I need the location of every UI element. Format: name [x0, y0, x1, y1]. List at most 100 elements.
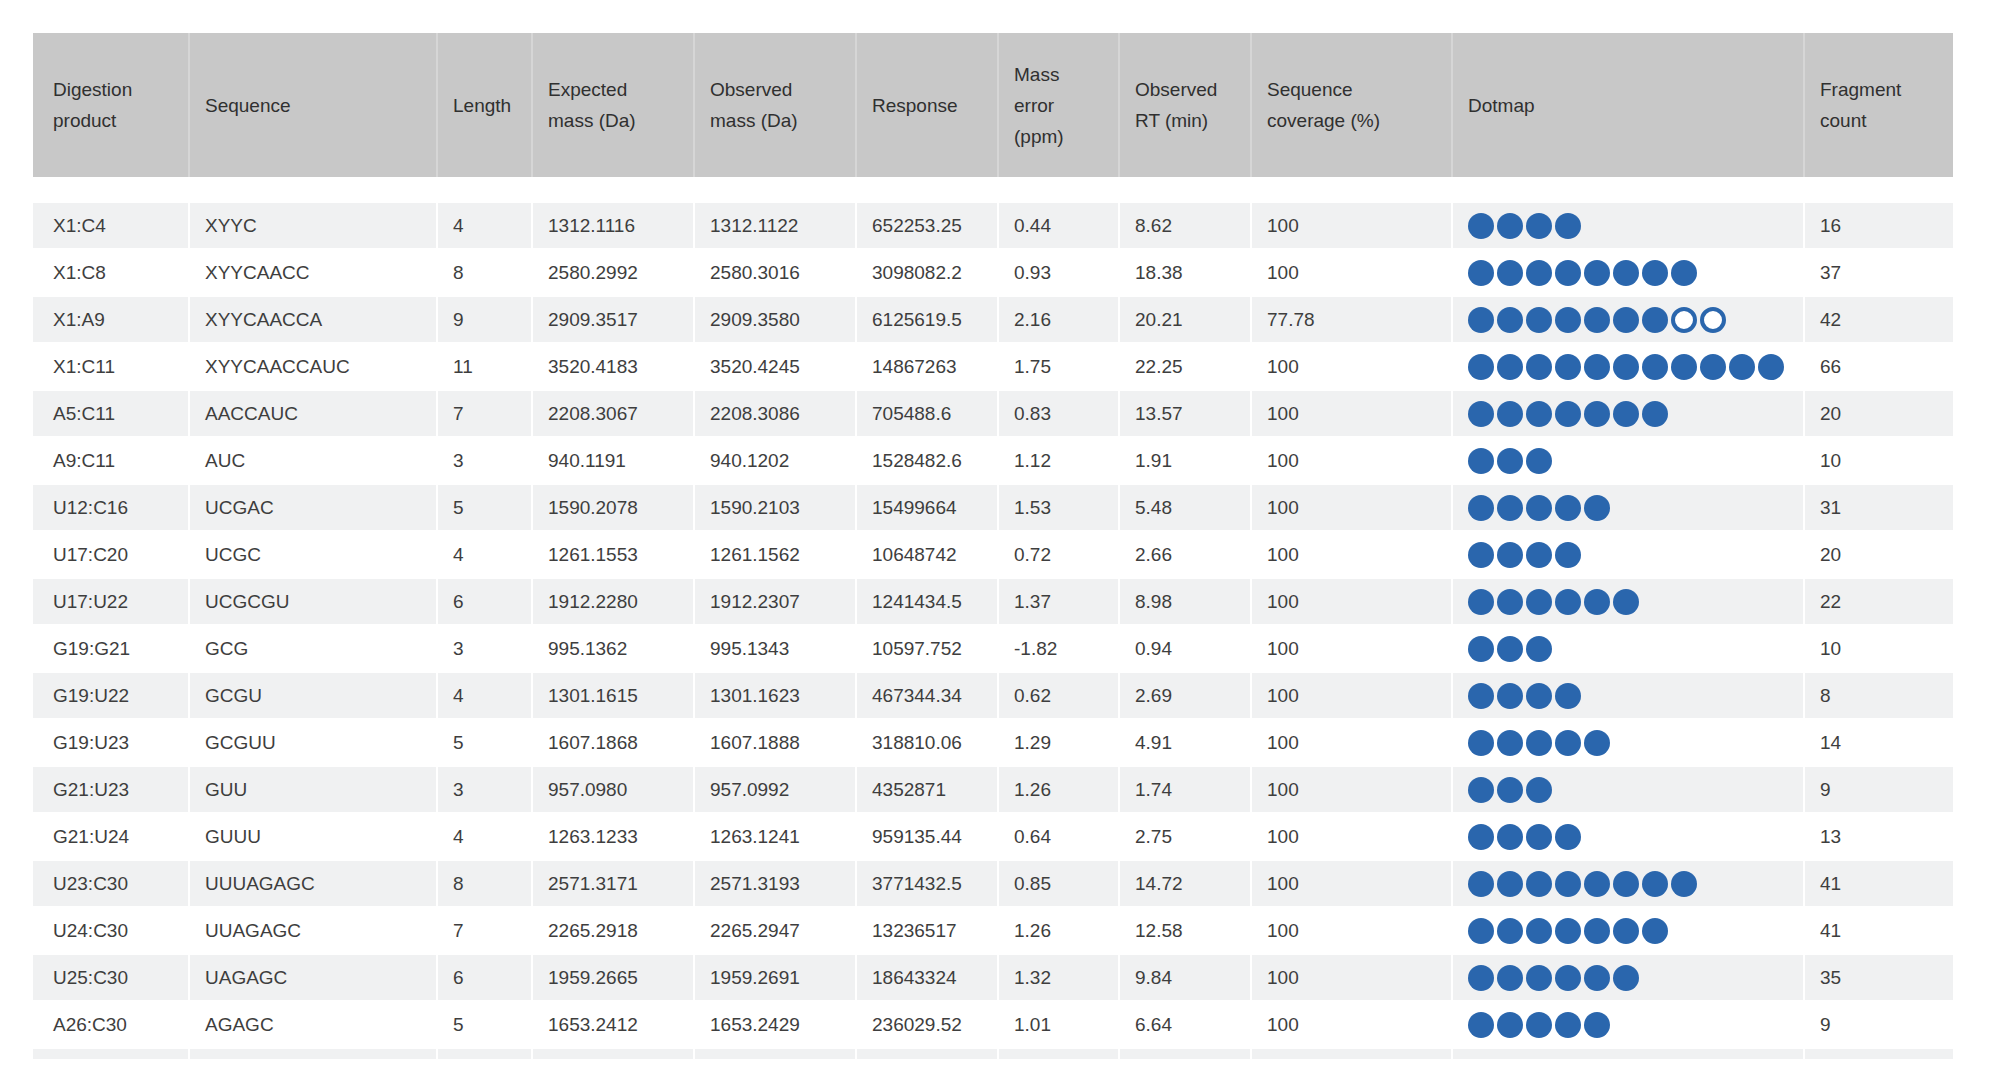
- column-header-coverage[interactable]: Sequence coverage (%): [1250, 33, 1451, 177]
- dotmap-filled-dot-icon: [1555, 401, 1581, 427]
- cell-response: 318810.06: [855, 720, 997, 767]
- dotmap-filled-dot-icon: [1497, 824, 1523, 850]
- table-row[interactable]: A5:C11AACCAUC72208.30672208.3086705488.6…: [33, 391, 1953, 438]
- cell-dotmap: [1451, 250, 1803, 297]
- table-row[interactable]: G21:U24GUUU41263.12331263.1241959135.440…: [33, 814, 1953, 861]
- cell-dotmap: [1451, 391, 1803, 438]
- dotmap-filled-dot-icon: [1468, 354, 1494, 380]
- cell-observed_mass: 1312.1122: [693, 203, 855, 250]
- column-header-mass_error[interactable]: Mass error (ppm): [997, 33, 1118, 177]
- table-row[interactable]: G19:G21GCG3995.1362995.134310597.752-1.8…: [33, 626, 1953, 673]
- cell-dotmap: [1451, 203, 1803, 250]
- column-header-response[interactable]: Response: [855, 33, 997, 177]
- cell-coverage: 100: [1250, 532, 1451, 579]
- table-row[interactable]: G19:U23GCGUU51607.18681607.1888318810.06…: [33, 720, 1953, 767]
- cell-sequence: AUC: [188, 438, 436, 485]
- table-row[interactable]: A26:C30AGAGC51653.24121653.2429236029.52…: [33, 1002, 1953, 1049]
- cell-response: 1528482.6: [855, 438, 997, 485]
- table-body: X1:C4XYYC41312.11161312.1122652253.250.4…: [33, 177, 1953, 1059]
- dotmap-filled-dot-icon: [1555, 965, 1581, 991]
- cell-observed_rt: 0.94: [1118, 626, 1250, 673]
- table-row[interactable]: U23:C30UUUAGAGC82571.31712571.3193377143…: [33, 861, 1953, 908]
- dotmap-filled-dot-icon: [1555, 918, 1581, 944]
- table-row[interactable]: X1:C11XYYCAACCAUC113520.41833520.4245148…: [33, 344, 1953, 391]
- column-header-expected_mass[interactable]: Expected mass (Da): [531, 33, 693, 177]
- cell-length: 5: [436, 720, 531, 767]
- dotmap-filled-dot-icon: [1555, 307, 1581, 333]
- column-header-fragments[interactable]: Fragment count: [1803, 33, 1953, 177]
- table-row[interactable]: X1:A9XYYCAACCA92909.35172909.35806125619…: [33, 297, 1953, 344]
- cell-sequence: XYYCAACCAUC: [188, 344, 436, 391]
- cell-fragments: 20: [1803, 391, 1953, 438]
- cell-sequence: GUUU: [188, 814, 436, 861]
- digestion-products-table-container: Digestion productSequenceLengthExpected …: [33, 33, 1953, 1059]
- cell-mass_error: 0.62: [997, 673, 1118, 720]
- cell-length: 11: [436, 344, 531, 391]
- cell-response: 1241434.5: [855, 579, 997, 626]
- dotmap-filled-dot-icon: [1497, 401, 1523, 427]
- column-header-product[interactable]: Digestion product: [33, 33, 188, 177]
- cell-expected_mass: 1959.2665: [531, 955, 693, 1002]
- cell-fragments: 9: [1803, 1002, 1953, 1049]
- dotmap-filled-dot-icon: [1555, 683, 1581, 709]
- cell-dotmap: [1451, 438, 1803, 485]
- dotmap-filled-dot-icon: [1497, 1012, 1523, 1038]
- dotmap-filled-dot-icon: [1584, 260, 1610, 286]
- dotmap-filled-dot-icon: [1526, 918, 1552, 944]
- cell-expected_mass: 1653.2412: [531, 1002, 693, 1049]
- dotmap-filled-dot-icon: [1497, 730, 1523, 756]
- cell-expected_mass: 2265.2918: [531, 908, 693, 955]
- table-row[interactable]: X1:C4XYYC41312.11161312.1122652253.250.4…: [33, 203, 1953, 250]
- cell-mass_error: 1.26: [997, 908, 1118, 955]
- cell-length: 4: [436, 203, 531, 250]
- cell-dotmap: [1451, 626, 1803, 673]
- cell-coverage: 100: [1250, 861, 1451, 908]
- cell-clipped: [693, 1049, 855, 1059]
- cell-observed_mass: 2208.3086: [693, 391, 855, 438]
- cell-clipped: [436, 1049, 531, 1059]
- dotmap-filled-dot-icon: [1584, 354, 1610, 380]
- dotmap-filled-dot-icon: [1497, 777, 1523, 803]
- dotmap-filled-dot-icon: [1642, 260, 1668, 286]
- column-header-dotmap[interactable]: Dotmap: [1451, 33, 1803, 177]
- cell-observed_mass: 1301.1623: [693, 673, 855, 720]
- cell-expected_mass: 1590.2078: [531, 485, 693, 532]
- table-row[interactable]: X1:C8XYYCAACC82580.29922580.30163098082.…: [33, 250, 1953, 297]
- dotmap-filled-dot-icon: [1468, 401, 1494, 427]
- dotmap-filled-dot-icon: [1642, 307, 1668, 333]
- cell-observed_mass: 940.1202: [693, 438, 855, 485]
- dotmap-filled-dot-icon: [1497, 683, 1523, 709]
- column-header-sequence[interactable]: Sequence: [188, 33, 436, 177]
- table-row[interactable]: U17:U22UCGCGU61912.22801912.23071241434.…: [33, 579, 1953, 626]
- cell-fragments: 8: [1803, 673, 1953, 720]
- cell-coverage: 100: [1250, 250, 1451, 297]
- cell-dotmap: [1451, 861, 1803, 908]
- table-row[interactable]: G21:U23GUU3957.0980957.099243528711.261.…: [33, 767, 1953, 814]
- cell-observed_mass: 2265.2947: [693, 908, 855, 955]
- dotmap-filled-dot-icon: [1468, 260, 1494, 286]
- header-row: Digestion productSequenceLengthExpected …: [33, 33, 1953, 177]
- table-row[interactable]: U25:C30UAGAGC61959.26651959.269118643324…: [33, 955, 1953, 1002]
- column-header-observed_mass[interactable]: Observed mass (Da): [693, 33, 855, 177]
- cell-coverage: 100: [1250, 767, 1451, 814]
- column-header-observed_rt[interactable]: Observed RT (min): [1118, 33, 1250, 177]
- table-row[interactable]: U17:C20UCGC41261.15531261.1562106487420.…: [33, 532, 1953, 579]
- table-row[interactable]: U12:C16UCGAC51590.20781590.2103154996641…: [33, 485, 1953, 532]
- table-header: Digestion productSequenceLengthExpected …: [33, 33, 1953, 177]
- cell-mass_error: 1.01: [997, 1002, 1118, 1049]
- cell-observed_mass: 957.0992: [693, 767, 855, 814]
- cell-expected_mass: 1261.1553: [531, 532, 693, 579]
- cell-sequence: UUUAGAGC: [188, 861, 436, 908]
- dotmap-filled-dot-icon: [1555, 871, 1581, 897]
- cell-expected_mass: 1912.2280: [531, 579, 693, 626]
- cell-response: 10648742: [855, 532, 997, 579]
- column-header-length[interactable]: Length: [436, 33, 531, 177]
- table-row[interactable]: U24:C30UUAGAGC72265.29182265.29471323651…: [33, 908, 1953, 955]
- cell-fragments: 16: [1803, 203, 1953, 250]
- cell-fragments: 31: [1803, 485, 1953, 532]
- cell-sequence: AACCAUC: [188, 391, 436, 438]
- table-row[interactable]: A9:C11AUC3940.1191940.12021528482.61.121…: [33, 438, 1953, 485]
- dotmap-filled-dot-icon: [1526, 589, 1552, 615]
- table-row[interactable]: G19:U22GCGU41301.16151301.1623467344.340…: [33, 673, 1953, 720]
- cell-length: 7: [436, 391, 531, 438]
